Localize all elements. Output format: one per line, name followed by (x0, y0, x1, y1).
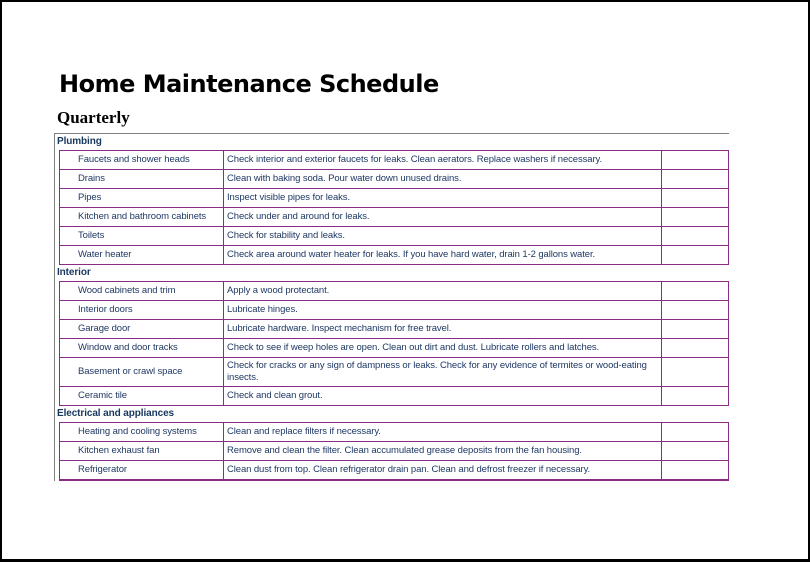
item-cell: Wood cabinets and trim (78, 285, 176, 297)
status-cell[interactable] (661, 227, 728, 245)
table-row: Water heater Check area around water heat… (60, 245, 728, 264)
task-cell: Check interior and exterior faucets for … (223, 151, 661, 169)
task-cell: Apply a wood protectant. (223, 282, 661, 300)
status-cell[interactable] (661, 301, 728, 319)
task-cell: Check and clean grout. (223, 386, 661, 405)
table-row: Garage door Lubricate hardware. Inspect m… (60, 319, 728, 338)
status-cell[interactable] (661, 208, 728, 226)
task-cell: Clean dust from top. Clean refrigerator … (223, 460, 661, 479)
schedule-frequency-heading: Quarterly (57, 108, 130, 127)
page-title: Home Maintenance Schedule (59, 70, 439, 98)
item-cell: Kitchen and bathroom cabinets (78, 211, 207, 223)
status-cell[interactable] (661, 339, 728, 357)
task-cell: Check for stability and leaks. (223, 227, 661, 245)
section-rows-plumbing: Faucets and shower heads Check interior a… (59, 150, 729, 265)
item-cell: Toilets (78, 230, 105, 242)
table-row: Basement or crawl space Check for cracks … (60, 357, 728, 386)
status-cell[interactable] (661, 422, 728, 441)
task-cell: Check under and around for leaks. (223, 208, 661, 226)
item-cell: Basement or crawl space (78, 365, 183, 377)
item-cell: Ceramic tile (78, 389, 127, 401)
item-cell: Kitchen exhaust fan (78, 444, 160, 456)
item-cell: Water heater (78, 249, 132, 261)
table-row: Heating and cooling systems Clean and rep… (60, 422, 728, 441)
item-cell: Heating and cooling systems (78, 425, 197, 437)
status-cell[interactable] (661, 358, 728, 386)
item-cell: Drains (78, 173, 105, 185)
section-rows-electrical-and-appliances: Heating and cooling systems Clean and rep… (59, 421, 729, 481)
table-row: Ceramic tile Check and clean grout. (60, 385, 728, 405)
status-cell[interactable] (661, 189, 728, 207)
item-cell: Interior doors (78, 304, 133, 316)
task-cell: Clean and replace filters if necessary. (223, 422, 661, 441)
status-cell[interactable] (661, 282, 728, 300)
section-rows-interior: Wood cabinets and trim Apply a wood prote… (59, 281, 729, 406)
section-header-electrical-and-appliances: Electrical and appliances (57, 407, 174, 419)
status-cell[interactable] (661, 441, 728, 460)
item-cell: Refrigerator (78, 463, 127, 475)
task-cell: Inspect visible pipes for leaks. (223, 189, 661, 207)
task-cell: Check to see if weep holes are open. Cle… (223, 339, 661, 357)
status-cell[interactable] (661, 246, 728, 264)
task-cell: Remove and clean the filter. Clean accum… (223, 441, 661, 460)
table-row: Interior doors Lubricate hinges. (60, 300, 728, 319)
table-row: Wood cabinets and trim Apply a wood prote… (60, 282, 728, 300)
item-cell: Garage door (78, 323, 131, 335)
maintenance-table: Plumbing Faucets and shower heads Check in… (54, 133, 729, 481)
table-row: Refrigerator Clean dust from top. Clean r… (60, 459, 728, 479)
task-cell: Check area around water heater for leaks… (223, 246, 661, 264)
task-cell: Lubricate hinges. (223, 301, 661, 319)
table-row: Kitchen and bathroom cabinets Check under… (60, 207, 728, 226)
status-cell[interactable] (661, 151, 728, 169)
status-cell[interactable] (661, 460, 728, 479)
item-cell: Window and door tracks (78, 342, 178, 354)
status-cell[interactable] (661, 170, 728, 188)
table-row: Window and door tracks Check to see if we… (60, 338, 728, 357)
table-row: Toilets Check for stability and leaks. (60, 226, 728, 245)
table-row: Drains Clean with baking soda. Pour water… (60, 169, 728, 188)
task-cell: Clean with baking soda. Pour water down … (223, 170, 661, 188)
section-header-plumbing: Plumbing (57, 136, 102, 147)
section-header-interior: Interior (57, 267, 91, 278)
item-cell: Faucets and shower heads (78, 154, 190, 166)
table-row: Kitchen exhaust fan Remove and clean the … (60, 440, 728, 460)
table-row: Pipes Inspect visible pipes for leaks. (60, 188, 728, 207)
task-cell: Lubricate hardware. Inspect mechanism fo… (223, 320, 661, 338)
status-cell[interactable] (661, 320, 728, 338)
table-row: Faucets and shower heads Check interior a… (60, 151, 728, 169)
status-cell[interactable] (661, 386, 728, 405)
item-cell: Pipes (78, 192, 102, 204)
task-cell: Check for cracks or any sign of dampness… (223, 358, 661, 386)
